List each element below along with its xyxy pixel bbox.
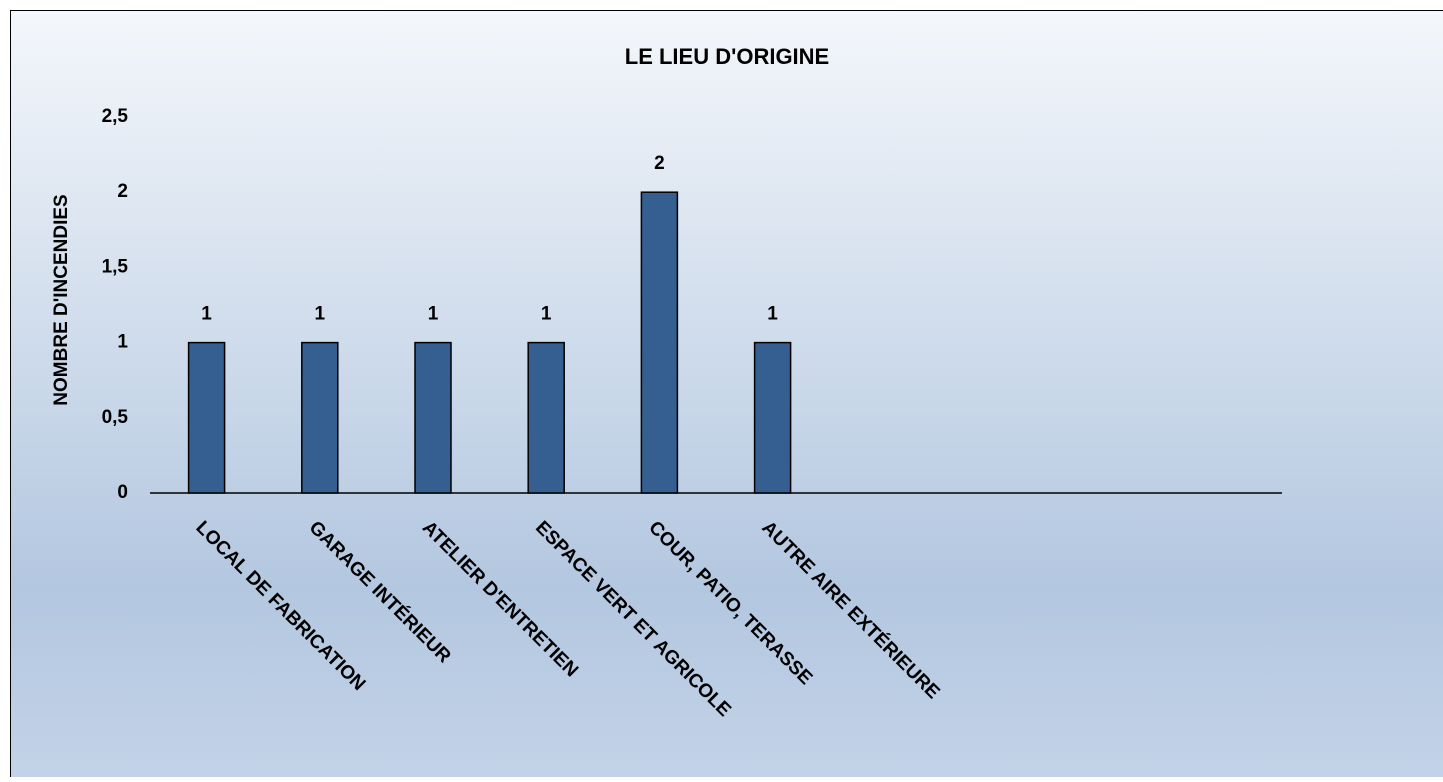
y-tick-label: 2,5 bbox=[102, 106, 129, 127]
bar bbox=[755, 343, 791, 493]
data-label: 1 bbox=[428, 304, 439, 325]
y-axis-label: NOMBRE D'INCENDIES bbox=[51, 194, 72, 405]
data-label: 1 bbox=[315, 304, 326, 325]
data-label: 2 bbox=[654, 153, 665, 174]
bar bbox=[189, 343, 225, 493]
bar bbox=[415, 343, 451, 493]
y-tick-label: 0 bbox=[117, 482, 128, 503]
chart-title: LE LIEU D'ORIGINE bbox=[625, 44, 829, 69]
bar bbox=[528, 343, 564, 493]
y-tick-label: 1 bbox=[117, 332, 128, 353]
bar bbox=[302, 343, 338, 493]
data-label: 1 bbox=[767, 304, 778, 325]
y-tick-label: 1,5 bbox=[102, 256, 129, 277]
y-tick-label: 0,5 bbox=[102, 407, 129, 428]
y-tick-label: 2 bbox=[117, 181, 128, 202]
chart-frame bbox=[11, 11, 1443, 778]
data-label: 1 bbox=[541, 304, 552, 325]
bar bbox=[641, 192, 677, 493]
data-label: 1 bbox=[201, 304, 212, 325]
